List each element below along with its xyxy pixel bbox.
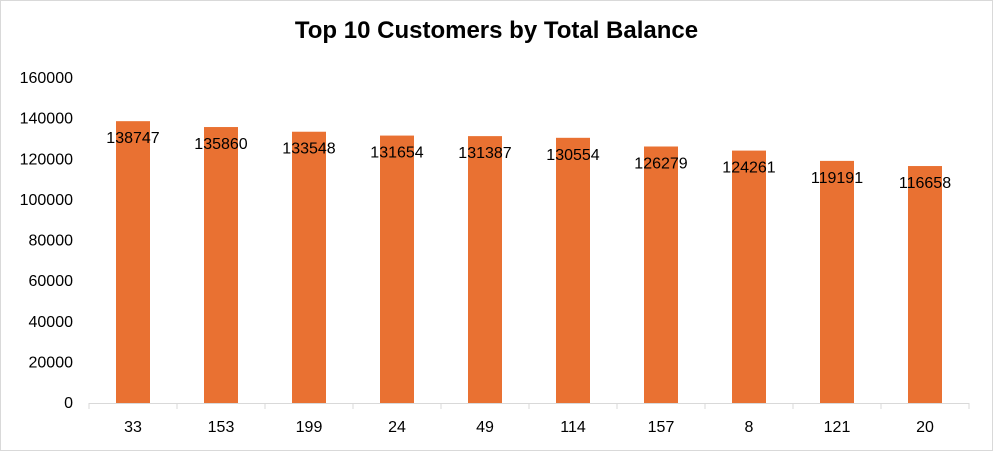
y-tick-label: 40000 (29, 314, 74, 331)
data-label: 135860 (194, 136, 247, 153)
data-label: 119191 (811, 170, 863, 187)
data-label: 130554 (546, 147, 599, 164)
bar (204, 127, 238, 404)
data-label: 133548 (282, 141, 335, 158)
bar (468, 136, 502, 403)
y-tick-label: 60000 (29, 273, 74, 290)
data-label: 138747 (106, 130, 159, 147)
y-tick-label: 160000 (20, 70, 73, 87)
data-label: 131654 (370, 145, 423, 162)
y-tick-label: 0 (64, 395, 73, 412)
data-label: 126279 (634, 155, 687, 172)
x-tick-label: 24 (388, 419, 406, 436)
x-tick-label: 33 (124, 419, 142, 436)
bar (556, 137, 590, 403)
bar (116, 121, 150, 403)
data-label: 131387 (458, 145, 511, 162)
bar (908, 166, 942, 403)
data-label: 116658 (899, 175, 951, 192)
data-label: 124261 (722, 160, 775, 177)
x-tick-label: 8 (745, 419, 754, 436)
x-tick-label: 153 (208, 419, 235, 436)
chart-title: Top 10 Customers by Total Balance (294, 17, 699, 44)
y-tick-label: 20000 (29, 354, 74, 371)
x-tick-label: 20 (916, 419, 934, 436)
bar (732, 150, 766, 403)
x-tick-label: 157 (648, 419, 675, 436)
x-tick-label: 49 (476, 419, 494, 436)
x-tick-label: 121 (824, 419, 851, 436)
bar (820, 160, 854, 403)
y-tick-label: 140000 (20, 111, 73, 128)
x-tick-label: 199 (296, 419, 323, 436)
x-tick-label: 114 (560, 419, 586, 436)
bar (644, 146, 678, 403)
bar (380, 135, 414, 403)
y-tick-label: 120000 (20, 151, 73, 168)
bar (292, 131, 326, 403)
y-tick-label: 100000 (20, 192, 73, 209)
y-tick-label: 80000 (29, 233, 74, 250)
